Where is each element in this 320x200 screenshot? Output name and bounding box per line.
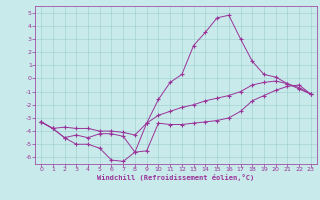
X-axis label: Windchill (Refroidissement éolien,°C): Windchill (Refroidissement éolien,°C) — [97, 174, 255, 181]
